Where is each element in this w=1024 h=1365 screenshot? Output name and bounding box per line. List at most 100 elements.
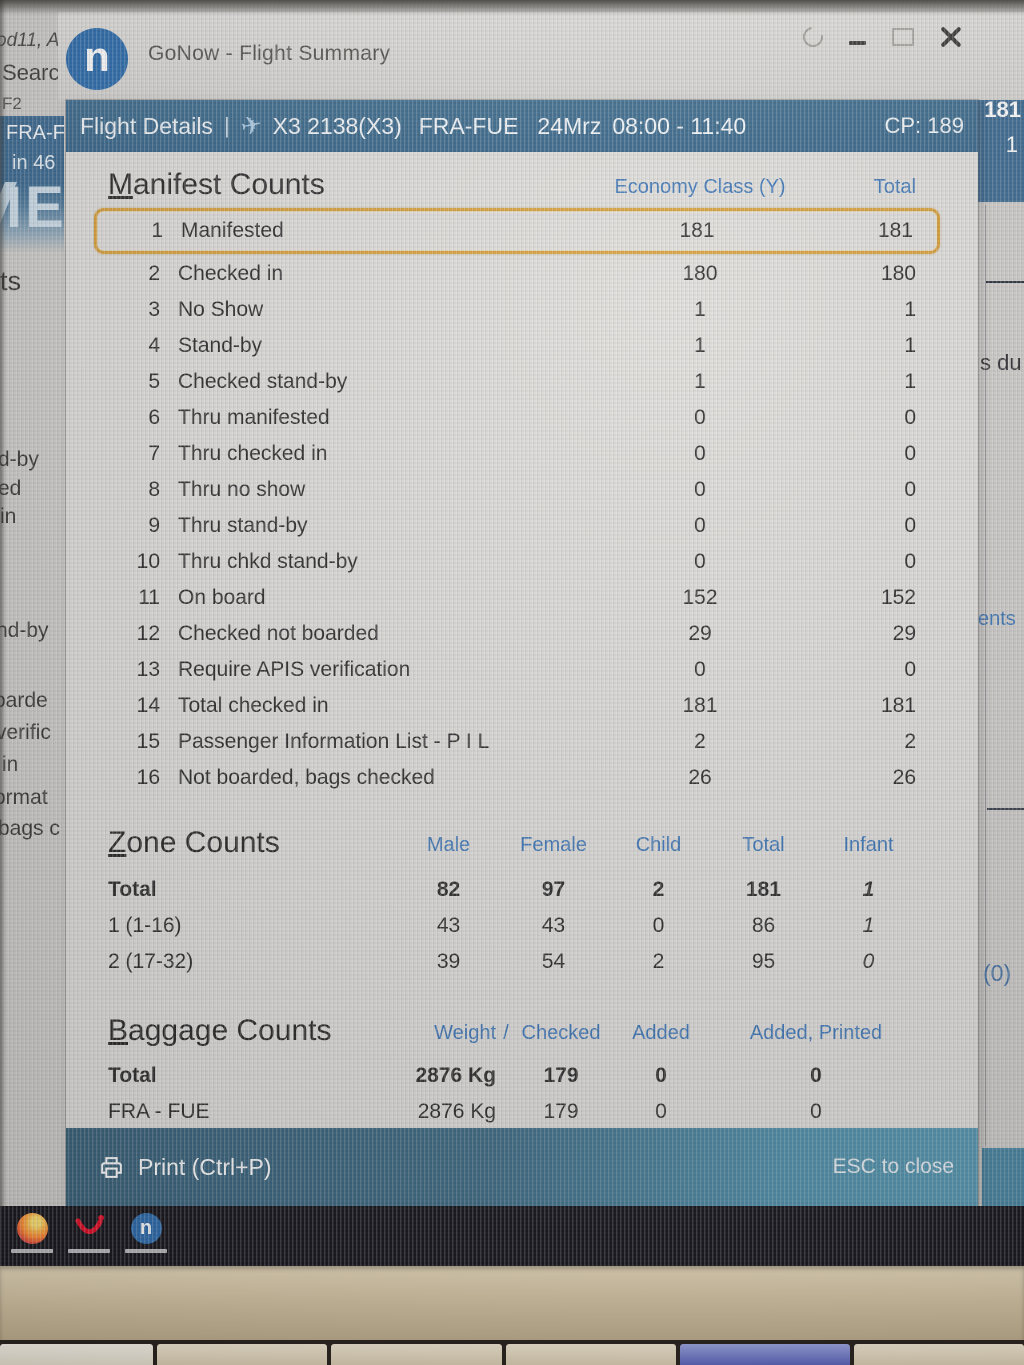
row-economy-value: 181 — [682, 694, 718, 717]
taskbar-caption — [11, 1249, 53, 1253]
bg-fragment-text: od11, A — [0, 30, 60, 51]
row-number: 9 — [148, 514, 160, 537]
taskbar-item-firefox[interactable] — [7, 1213, 57, 1263]
row-label: Stand-by — [178, 334, 263, 357]
row-number: 8 — [148, 478, 160, 501]
baggage-counts-section: Baggage Counts Weight / Checked Added Ad… — [66, 1014, 978, 1130]
dialog-body: Manifest Counts Economy Class (Y) Total … — [66, 152, 978, 1128]
row-number: 16 — [136, 766, 160, 789]
refresh-icon[interactable] — [799, 23, 827, 51]
row-total-value: 152 — [880, 586, 916, 609]
minimize-icon[interactable] — [849, 41, 866, 45]
bg-fragment-text: (0) — [983, 960, 1012, 986]
gonow-logo-icon: n — [130, 1213, 162, 1244]
row-label: No Show — [178, 298, 264, 321]
baggage-added-value: 0 — [655, 1100, 667, 1123]
close-icon[interactable] — [940, 26, 962, 48]
bg-fragment-text: 181 — [984, 97, 1021, 122]
row-number: 1 — [151, 219, 163, 242]
monitor-bezel — [0, 1266, 1024, 1340]
manifest-row: 9 Thru stand-by 0 0 — [66, 508, 978, 544]
row-label: Checked in — [178, 262, 284, 285]
print-button-label: Print (Ctrl+P) — [138, 1153, 272, 1180]
zone-total-value: 86 — [751, 914, 776, 937]
row-number: 11 — [138, 586, 160, 609]
row-total-value: 2 — [904, 730, 916, 753]
row-number: 5 — [148, 370, 160, 393]
bg-fragment-text: ents — [978, 608, 1016, 630]
dialog-title: Flight Details — [80, 112, 213, 139]
row-economy-value: 0 — [694, 406, 706, 429]
zone-label: 2 (17-32) — [108, 950, 194, 973]
manifest-counts-section: Manifest Counts Economy Class (Y) Total … — [66, 168, 978, 796]
bg-divider-line — [987, 808, 1024, 810]
bg-fragment-text: d-by — [0, 448, 39, 471]
baggage-label: FRA - FUE — [108, 1100, 210, 1123]
flight-details-dialog: Flight Details | ✈ X3 2138(X3) FRA-FUE 2… — [66, 100, 978, 1206]
bg-fragment-text: in 46 — [12, 152, 56, 174]
row-label: Thru no show — [178, 478, 306, 501]
row-total-value: 0 — [904, 550, 916, 573]
added-column-header: Added — [632, 1022, 690, 1044]
row-number: 10 — [136, 550, 160, 573]
manifest-row: 15 Passenger Information List - P I L 2 … — [66, 724, 978, 760]
zone-female-value: 97 — [541, 878, 566, 901]
keyboard-key — [505, 1344, 676, 1365]
bg-fragment-text: ts — [0, 266, 22, 296]
baggage-added-value: 0 — [655, 1064, 667, 1087]
row-label: Not boarded, bags checked — [178, 766, 435, 789]
baggage-checked-value: 179 — [543, 1064, 579, 1087]
section-title: Zone Counts — [108, 826, 280, 859]
taskbar-item-tui[interactable] — [64, 1213, 114, 1263]
row-economy-value: 1 — [694, 334, 706, 357]
zone-male-value: 82 — [436, 878, 461, 901]
baggage-section-header: Baggage Counts Weight / Checked Added Ad… — [66, 1014, 978, 1052]
manifest-row: 16 Not boarded, bags checked 26 26 — [66, 760, 978, 796]
zone-counts-section: Zone Counts Male Female Child Total Infa… — [66, 826, 978, 980]
esc-to-close-hint: ESC to close — [832, 1155, 954, 1178]
baggage-added-printed-value: 0 — [810, 1100, 822, 1123]
taskbar-item-gonow[interactable]: n — [121, 1213, 171, 1263]
bg-fragment-text: bags c — [0, 817, 60, 840]
bg-flight-header-fragment: FRA-F in 46 IE — [0, 116, 65, 252]
bg-fragment-text: in — [0, 505, 17, 528]
row-total-value: 1 — [904, 370, 916, 393]
weight-column-header: Weight — [434, 1022, 496, 1044]
maximize-icon[interactable] — [892, 28, 914, 46]
flight-date: 24Mrz — [537, 112, 602, 139]
bg-fragment-text: in — [2, 753, 19, 776]
keyboard-key — [157, 1344, 328, 1365]
manifest-row: 2 Checked in 180 180 — [66, 256, 978, 292]
row-economy-value: 1 — [694, 370, 706, 393]
row-number: 7 — [148, 442, 160, 465]
zone-row-total: Total 82 97 2 181 1 — [66, 872, 978, 908]
keyboard-key — [0, 1344, 154, 1365]
zone-child-value: 0 — [652, 914, 665, 937]
row-label: Passenger Information List - P I L — [178, 730, 490, 753]
bg-fragment-text: ed — [0, 477, 22, 500]
bg-fragment-text: Search — [2, 60, 66, 85]
row-total-value: 0 — [904, 442, 916, 465]
zone-row: 1 (1-16) 43 43 0 86 1 — [66, 908, 978, 944]
bg-fragment-text: F2 — [2, 94, 22, 113]
added-printed-column-header: Added, Printed — [749, 1022, 883, 1044]
row-total-value: 0 — [904, 478, 916, 501]
zone-female-value: 54 — [541, 950, 566, 973]
zone-row: 2 (17-32) 39 54 2 95 0 — [66, 944, 978, 980]
row-total-value: 1 — [904, 298, 916, 321]
row-number: 3 — [148, 298, 160, 321]
section-title: Manifest Counts — [108, 168, 325, 201]
row-label: Checked stand-by — [178, 370, 348, 393]
manifest-row: 13 Require APIS verification 0 0 — [66, 652, 978, 688]
taskbar: n — [0, 1206, 1024, 1266]
row-economy-value: 0 — [694, 550, 706, 573]
row-total-value: 26 — [892, 766, 916, 789]
print-button[interactable]: Print (Ctrl+P) — [98, 1154, 272, 1181]
economy-column-header: Economy Class (Y) — [614, 176, 786, 198]
zone-child-value: 2 — [652, 950, 665, 973]
baggage-row-total: Total 2876 Kg 179 0 0 — [66, 1058, 978, 1094]
manifest-row: 11 On board 152 152 — [66, 580, 978, 616]
row-label: Thru chkd stand-by — [178, 550, 358, 573]
row-economy-value: 2 — [694, 730, 706, 753]
